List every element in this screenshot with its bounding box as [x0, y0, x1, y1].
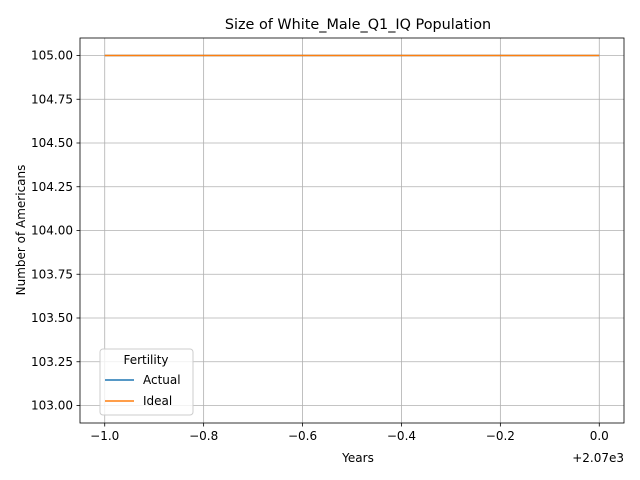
- x-tick-label: −0.2: [486, 429, 515, 443]
- x-tick-label: 0.0: [590, 429, 609, 443]
- legend-box: [99, 348, 194, 416]
- legend-label-actual: Actual: [143, 373, 181, 387]
- x-axis-label: Years: [341, 451, 374, 465]
- x-tick-label: −0.4: [387, 429, 416, 443]
- y-axis: 103.00 103.25 103.50 103.75 104.00 104.25 104.…: [31, 49, 80, 413]
- x-tick-label: −1.0: [90, 429, 119, 443]
- chart-title: Size of White_Male_Q1_IQ Population: [225, 17, 491, 33]
- y-tick-label: 105.00: [31, 49, 73, 63]
- y-axis-label: Number of Americans: [14, 165, 28, 296]
- y-tick-label: 103.75: [31, 267, 73, 281]
- grid: [80, 38, 624, 423]
- legend-label-ideal: Ideal: [143, 394, 172, 408]
- x-tick-label: −0.8: [189, 429, 218, 443]
- y-tick-label: 104.50: [31, 136, 73, 150]
- y-tick-label: 103.50: [31, 311, 73, 325]
- y-tick-label: 104.75: [31, 92, 73, 106]
- x-axis: −1.0 −0.8 −0.6 −0.4 −0.2 0.0: [90, 423, 609, 443]
- y-tick-label: 103.00: [31, 399, 73, 413]
- y-tick-label: 103.25: [31, 355, 73, 369]
- x-axis-offset-label: +2.07e3: [572, 451, 624, 465]
- legend: Fertility Actual Ideal: [99, 348, 194, 416]
- y-tick-label: 104.25: [31, 180, 73, 194]
- x-tick-label: −0.6: [288, 429, 317, 443]
- y-tick-label: 104.00: [31, 224, 73, 238]
- legend-title: Fertility: [123, 353, 168, 367]
